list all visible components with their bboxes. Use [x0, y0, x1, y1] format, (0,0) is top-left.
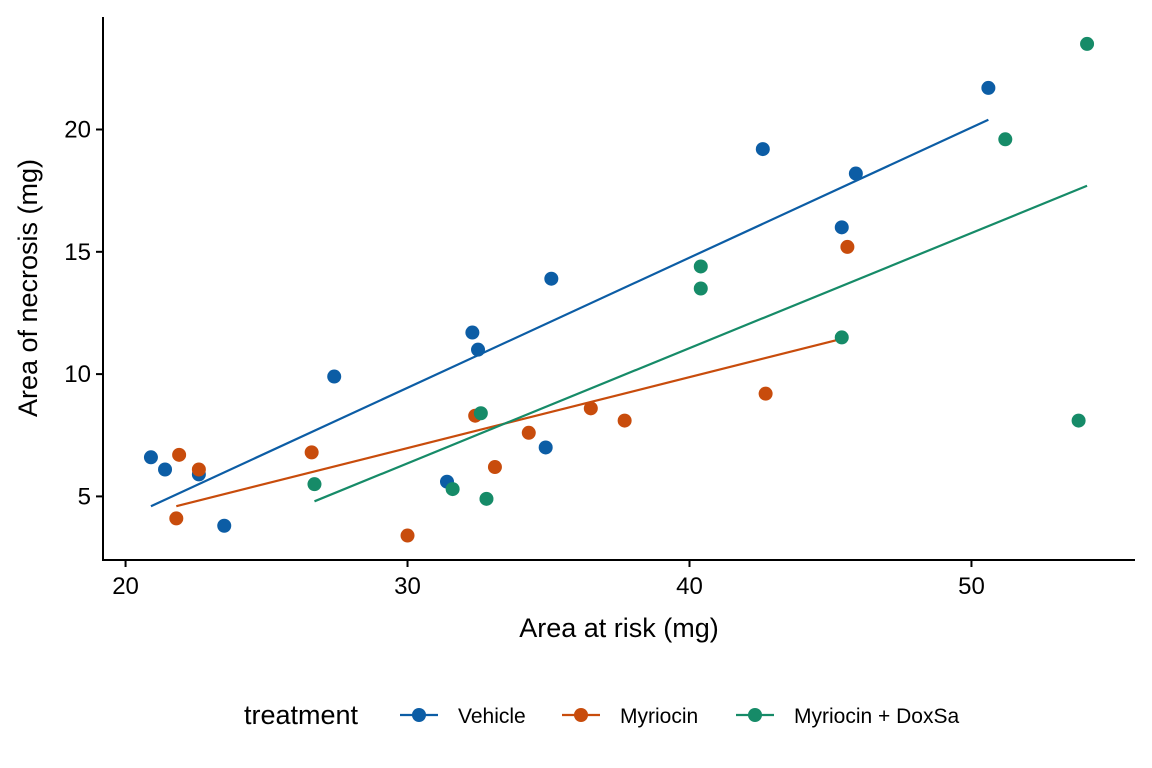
y-tick-label: 20 [64, 117, 91, 144]
series-myriocin [169, 239, 855, 543]
data-point [304, 445, 319, 460]
data-point [758, 386, 773, 401]
data-point [848, 166, 863, 181]
data-point [981, 80, 996, 95]
y-tick-label: 15 [64, 239, 91, 266]
data-point [191, 462, 206, 477]
legend-item: Vehicle [400, 705, 526, 728]
data-point [143, 450, 158, 465]
plot-area [143, 36, 1095, 543]
x-tick-label: 40 [676, 573, 703, 600]
legend-title: treatment [244, 700, 359, 730]
data-point [544, 271, 559, 286]
x-tick-label: 20 [112, 573, 139, 600]
y-axis-title: Area of necrosis (mg) [13, 159, 43, 417]
data-point [1080, 36, 1095, 51]
data-point [217, 518, 232, 533]
data-point [998, 132, 1013, 147]
data-point [400, 528, 415, 543]
x-axis-title: Area at risk (mg) [519, 613, 719, 643]
fit-line [314, 184, 1088, 503]
y-tick-label: 5 [78, 483, 91, 510]
legend-label: Myriocin + DoxSa [794, 705, 959, 728]
data-point [172, 447, 187, 462]
data-point [169, 511, 184, 526]
data-point [521, 425, 536, 440]
fit-line [150, 118, 989, 508]
legend-key-point [574, 708, 588, 722]
legend: treatment Vehicle Myriocin Myriocin + DoxS… [244, 700, 959, 730]
series-myriocin-doxsa [307, 36, 1095, 506]
data-point [158, 462, 173, 477]
axes: 20 30 40 50 5 10 15 20 [64, 17, 1135, 600]
x-tick-label: 30 [394, 573, 421, 600]
series-vehicle [143, 80, 996, 533]
data-point [840, 239, 855, 254]
data-point [1071, 413, 1086, 428]
data-point [834, 330, 849, 345]
data-point [583, 401, 598, 416]
data-point [487, 460, 502, 475]
data-point [465, 325, 480, 340]
y-tick-label: 10 [64, 361, 91, 388]
x-tick-label: 50 [958, 573, 985, 600]
data-point [473, 406, 488, 421]
legend-key-point [412, 708, 426, 722]
legend-item: Myriocin [562, 705, 698, 728]
data-point [471, 342, 486, 357]
data-point [693, 281, 708, 296]
legend-key-point [748, 708, 762, 722]
data-point [445, 482, 460, 497]
data-point [307, 477, 322, 492]
data-point [693, 259, 708, 274]
legend-label: Vehicle [458, 705, 526, 728]
data-point [617, 413, 632, 428]
data-point [479, 491, 494, 506]
legend-item: Myriocin + DoxSa [736, 705, 959, 728]
data-point [755, 142, 770, 157]
data-point [834, 220, 849, 235]
data-point [538, 440, 553, 455]
data-point [327, 369, 342, 384]
legend-label: Myriocin [620, 705, 698, 728]
